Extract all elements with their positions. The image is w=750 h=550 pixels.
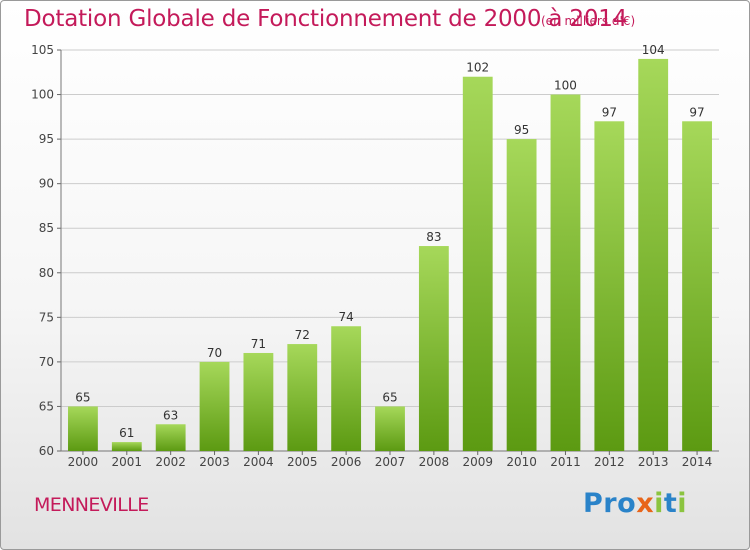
- bar-value-label: 71: [251, 337, 266, 351]
- x-tick-label: 2006: [331, 455, 362, 469]
- logo-letter: x: [636, 488, 655, 519]
- bar-2009: [462, 76, 493, 451]
- y-tick-label: 100: [31, 88, 54, 102]
- x-tick-label: 2008: [419, 455, 450, 469]
- x-tick-label: 2005: [287, 455, 318, 469]
- y-tick-label: 95: [39, 132, 54, 146]
- y-tick-label: 65: [39, 399, 54, 413]
- x-tick-label: 2013: [638, 455, 669, 469]
- x-tick-label: 2007: [375, 455, 406, 469]
- x-tick-label: 2012: [594, 455, 625, 469]
- bar-value-label: 83: [426, 230, 441, 244]
- y-tick-label: 70: [39, 355, 54, 369]
- y-tick-label: 75: [39, 310, 54, 324]
- logo-letter: o: [617, 488, 637, 519]
- x-tick-label: 2000: [68, 455, 99, 469]
- bar-2002: [155, 424, 186, 451]
- commune-name: MENNEVILLE: [34, 494, 149, 516]
- bar-value-label: 97: [602, 105, 617, 119]
- bar-value-label: 72: [295, 328, 310, 342]
- bar-value-label: 74: [338, 310, 353, 324]
- bar-value-label: 95: [514, 123, 529, 137]
- bar-2008: [418, 246, 449, 451]
- bar-value-label: 63: [163, 408, 178, 422]
- chart-title: Dotation Globale de Fonctionnement de 20…: [24, 6, 628, 32]
- y-tick-label: 60: [39, 444, 54, 458]
- bar-value-label: 97: [689, 105, 704, 119]
- x-tick-label: 2001: [112, 455, 143, 469]
- y-tick-label: 80: [39, 266, 54, 280]
- logo-letter: r: [603, 488, 618, 519]
- y-tick-label: 85: [39, 221, 54, 235]
- bar-2011: [550, 94, 581, 452]
- x-tick-label: 2004: [243, 455, 274, 469]
- logo-letter: i: [654, 488, 664, 519]
- x-tick-label: 2011: [550, 455, 581, 469]
- bar-2013: [638, 58, 669, 452]
- bar-value-label: 100: [554, 79, 577, 93]
- y-tick-label: 90: [39, 177, 54, 191]
- bar-2014: [682, 121, 712, 452]
- proxiti-logo[interactable]: Proxiti: [583, 488, 687, 519]
- bar-2007: [375, 406, 405, 451]
- logo-letter: i: [677, 488, 688, 519]
- bar-value-label: 102: [466, 61, 489, 75]
- x-tick-label: 2003: [199, 455, 230, 469]
- bar-2010: [506, 139, 537, 451]
- bar-value-label: 61: [119, 426, 134, 440]
- bar-2005: [287, 344, 318, 451]
- chart-subtitle: (en milliers d'€): [541, 14, 636, 28]
- bar-2004: [243, 352, 274, 451]
- x-tick-label: 2014: [682, 455, 713, 469]
- bar-2001: [111, 442, 142, 451]
- logo-letter: t: [663, 488, 678, 519]
- x-tick-label: 2002: [155, 455, 186, 469]
- bars: [68, 58, 712, 452]
- bar-2003: [199, 361, 230, 451]
- y-tick-label: 105: [31, 43, 54, 57]
- axes: 60 65 70 75 80 85 90 95 100 105 2000 2001 2002 2003 20…: [31, 43, 719, 469]
- bar-2012: [594, 121, 625, 452]
- bar-2000: [68, 406, 98, 451]
- bar-value-label: 65: [382, 390, 397, 404]
- logo-letter: P: [583, 488, 604, 519]
- bar-value-label: 70: [207, 346, 222, 360]
- data-labels: 65 61 63 70 71 72 74 65 83 102 95 100 97 104 97: [75, 43, 704, 440]
- x-tick-label: 2009: [462, 455, 493, 469]
- bar-2006: [331, 326, 362, 451]
- bar-value-label: 65: [75, 390, 90, 404]
- x-tick-label: 2010: [506, 455, 537, 469]
- bar-value-label: 104: [642, 43, 665, 57]
